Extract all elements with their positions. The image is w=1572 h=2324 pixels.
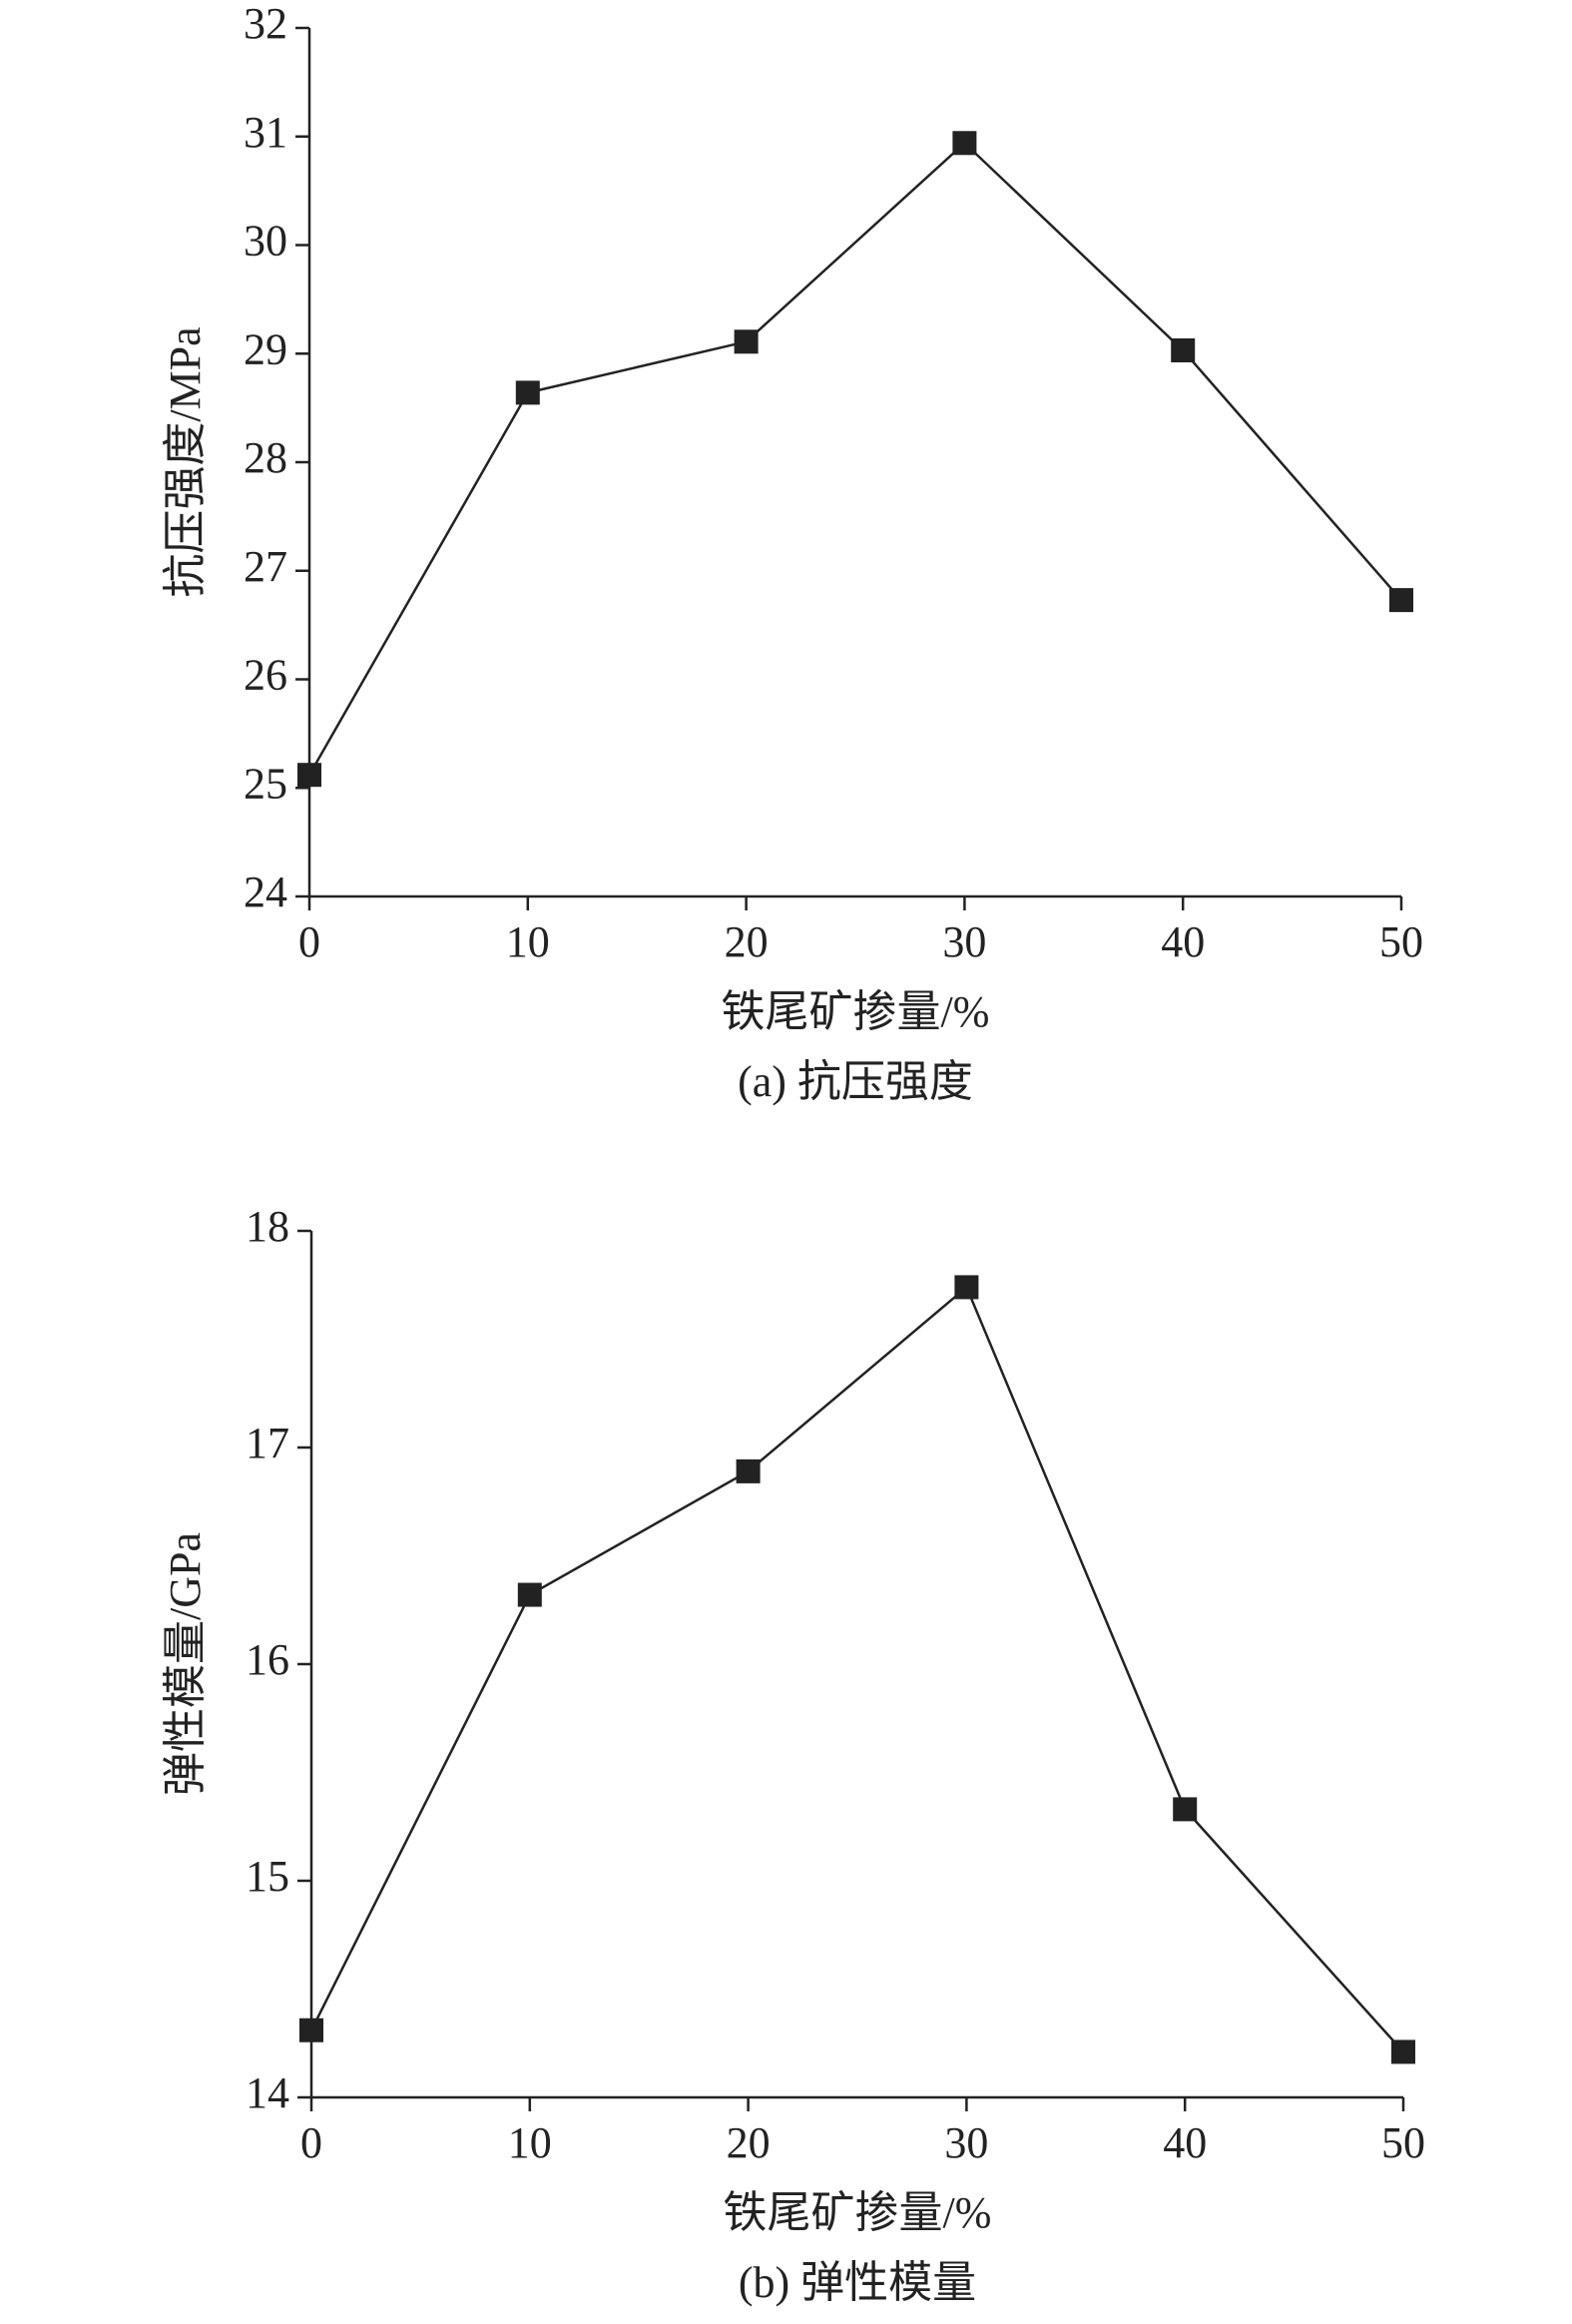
marker (297, 763, 321, 788)
marker (734, 329, 759, 354)
y-tick-label: 18 (246, 1202, 289, 1251)
x-tick-label: 50 (1381, 2118, 1425, 2167)
caption: (a) 抗压强度 (738, 1057, 973, 1106)
y-tick-label: 16 (246, 1635, 289, 1684)
x-axis-label: 铁尾矿掺量/% (722, 987, 990, 1036)
y-tick-label: 24 (244, 868, 287, 916)
marker (299, 2018, 323, 2042)
marker (1391, 2039, 1415, 2064)
x-tick-label: 50 (1379, 917, 1423, 966)
y-tick-label: 14 (246, 2068, 289, 2117)
y-tick-label: 26 (244, 651, 287, 700)
series-line (307, 141, 1402, 776)
y-tick-label: 25 (244, 759, 287, 808)
x-tick-label: 30 (944, 2118, 988, 2167)
y-axis-label: 抗压强度/MPa (161, 326, 210, 597)
y-axis-label: 弹性模量/GPa (161, 1532, 210, 1796)
marker (1171, 337, 1196, 362)
y-tick-label: 17 (246, 1419, 289, 1467)
x-tick-label: 40 (1161, 917, 1205, 966)
caption: (b) 弹性模量 (739, 2258, 976, 2307)
x-tick-label: 20 (725, 917, 769, 966)
x-tick-label: 0 (298, 917, 320, 966)
x-tick-label: 20 (727, 2118, 771, 2167)
y-tick-label: 30 (244, 217, 287, 266)
x-tick-label: 0 (300, 2118, 322, 2167)
marker (1389, 588, 1413, 613)
y-tick-label: 31 (244, 108, 287, 157)
marker (1173, 1797, 1198, 1822)
y-tick-label: 28 (244, 433, 287, 482)
y-tick-label: 32 (244, 0, 287, 48)
x-tick-label: 40 (1163, 2118, 1207, 2167)
marker (952, 131, 977, 156)
x-axis-label: 铁尾矿掺量/% (724, 2188, 992, 2237)
x-tick-label: 30 (942, 917, 986, 966)
marker (954, 1275, 979, 1300)
series-line (309, 1285, 1404, 2053)
marker (515, 380, 540, 405)
y-tick-label: 15 (246, 1852, 289, 1901)
y-tick-label: 27 (244, 542, 287, 591)
marker (736, 1458, 761, 1483)
x-tick-label: 10 (508, 2118, 552, 2167)
y-tick-label: 29 (244, 324, 287, 373)
marker (517, 1582, 542, 1607)
x-tick-label: 10 (506, 917, 550, 966)
